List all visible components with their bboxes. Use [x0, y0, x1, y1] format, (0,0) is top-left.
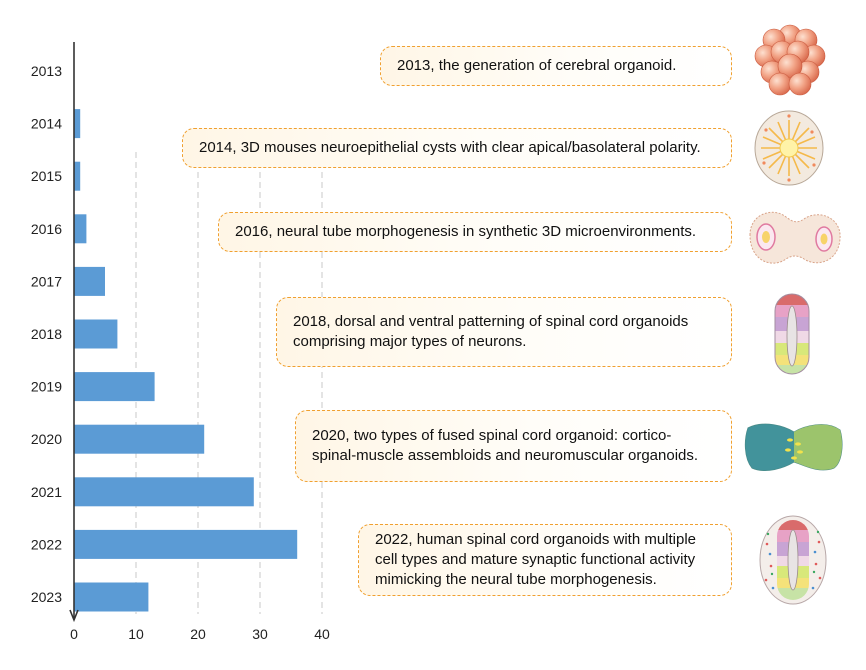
bar-2015 — [74, 161, 81, 191]
event-2016: 2016, neural tube morphogenesis in synth… — [218, 212, 732, 252]
x-tick-label: 10 — [128, 626, 144, 642]
bar-2022 — [74, 529, 298, 559]
x-tick-label: 30 — [252, 626, 268, 642]
cerebral-organoid-cluster-icon — [754, 24, 826, 96]
y-tick-label: 2017 — [31, 273, 62, 289]
spinal-cord-patterning-icon — [774, 293, 810, 375]
y-tick-label: 2022 — [31, 536, 62, 552]
y-tick-label: 2023 — [31, 589, 62, 605]
event-2020: 2020, two types of fused spinal cord org… — [295, 410, 732, 482]
y-tick-label: 2013 — [31, 63, 62, 79]
x-tick-label: 0 — [70, 626, 78, 642]
event-text: 2016, neural tube morphogenesis in synth… — [235, 223, 697, 240]
event-2022: 2022, human spinal cord organoids with m… — [358, 524, 732, 596]
bar-2020 — [74, 424, 205, 454]
event-text: 2013, the generation of cerebral organoi… — [397, 57, 677, 74]
axis-arrow-icon — [69, 609, 79, 623]
x-tick-label: 40 — [314, 626, 330, 642]
event-2013: 2013, the generation of cerebral organoi… — [380, 46, 732, 86]
fused-organoid-icon — [744, 423, 843, 471]
bar-2016 — [74, 214, 87, 244]
bar-2014 — [74, 109, 81, 139]
y-tick-label: 2019 — [31, 379, 62, 395]
y-tick-label: 2020 — [31, 431, 62, 447]
y-tick-label: 2018 — [31, 326, 62, 342]
event-2018: 2018, dorsal and ventral patterning of s… — [276, 297, 732, 367]
event-text: 2020, two types of fused spinal cord org… — [312, 427, 699, 464]
y-tick-label: 2014 — [31, 116, 62, 132]
event-text: 2014, 3D mouses neuroepithelial cysts wi… — [199, 139, 701, 156]
x-tick-label: 20 — [190, 626, 206, 642]
bar-2021 — [74, 477, 254, 507]
event-2014: 2014, 3D mouses neuroepithelial cysts wi… — [182, 128, 732, 168]
event-text: 2018, dorsal and ventral patterning of s… — [293, 313, 689, 350]
neuroepithelial-cyst-icon — [754, 110, 824, 186]
y-tick-label: 2015 — [31, 168, 62, 184]
bar-2023 — [74, 582, 149, 612]
bar-2017 — [74, 266, 105, 296]
bar-2018 — [74, 319, 118, 349]
event-text: 2022, human spinal cord organoids with m… — [375, 531, 697, 588]
y-tick-label: 2021 — [31, 484, 62, 500]
human-spinal-cord-organoid-icon — [759, 515, 827, 605]
bar-2019 — [74, 372, 155, 402]
neural-tube-morphogenesis-icon — [749, 212, 841, 264]
y-tick-label: 2016 — [31, 221, 62, 237]
